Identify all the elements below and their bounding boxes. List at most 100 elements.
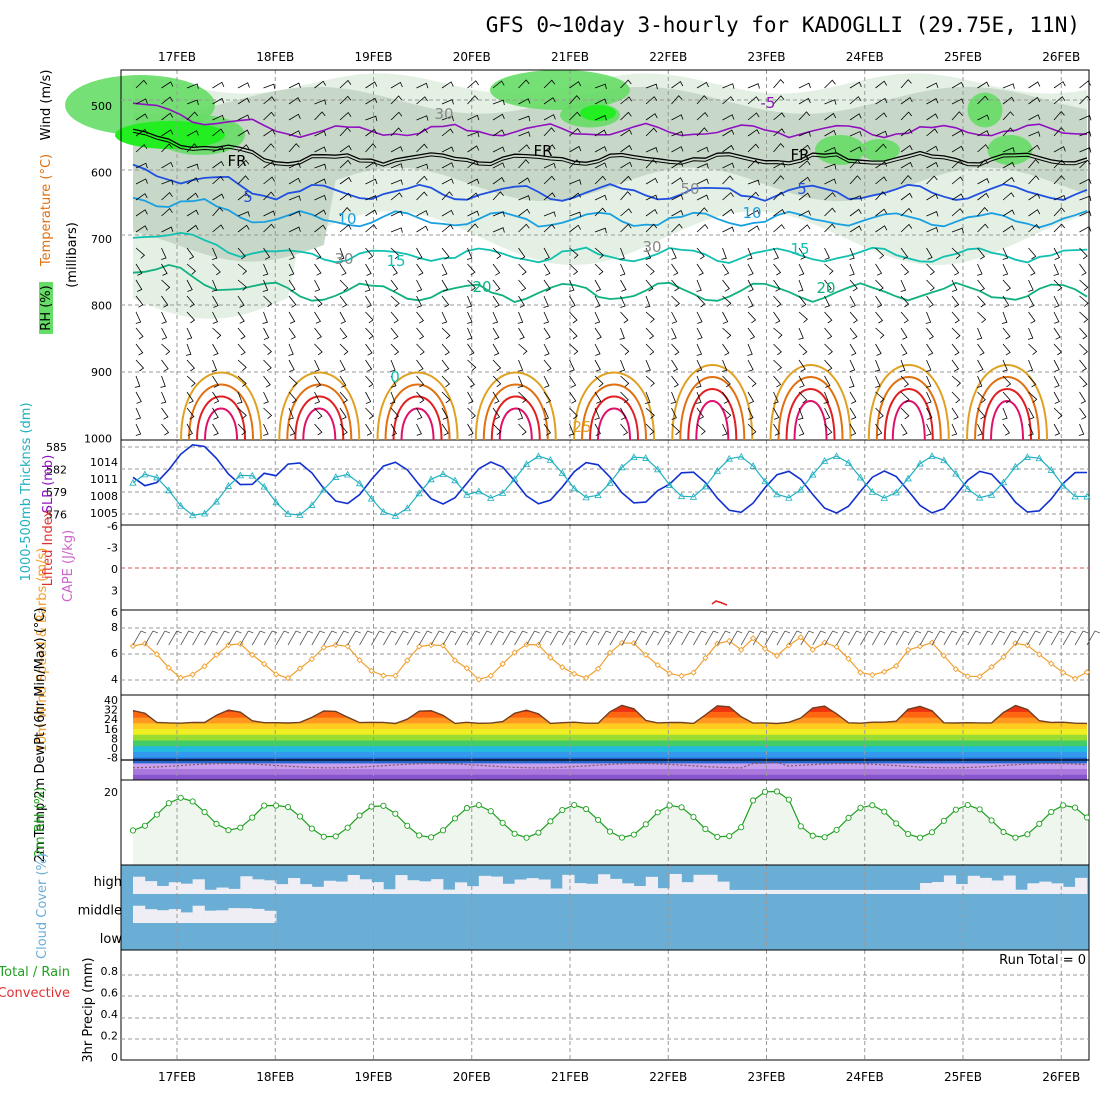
wind10-marker (1000, 653, 1007, 661)
wind10-marker (690, 669, 697, 676)
wind10-barb (1086, 630, 1100, 646)
cloud-high-bar (502, 883, 515, 894)
wind10-marker (344, 643, 351, 650)
wind-barb-ua (1027, 359, 1034, 372)
wind-barb-ua (186, 83, 199, 89)
thickness-marker (475, 487, 483, 495)
wind-barb-ua (569, 179, 582, 185)
wind-barb-ua (645, 159, 657, 169)
rh2m-marker (535, 829, 542, 836)
temp-contour-1 (132, 128, 1088, 164)
thickness-marker (165, 486, 173, 494)
wind10-marker (606, 649, 614, 656)
wind-barb-ua (416, 263, 424, 276)
wind-barb-ua (773, 391, 779, 404)
thickness-marker (1047, 466, 1055, 473)
pressure-tick: 500 (91, 100, 112, 113)
cloud-high-bar (335, 881, 348, 894)
cloud-high-bar (311, 886, 325, 894)
thickness-marker (618, 463, 626, 471)
contour-label: 30 (434, 105, 453, 123)
wind-barb-ua (925, 359, 932, 372)
temp2m-tick: 40 (104, 694, 118, 707)
cloud-high-bar (323, 880, 337, 894)
pbl-arch-0-1 (188, 383, 255, 441)
li-tick: -6 (107, 520, 118, 533)
cloud-mid-bar (252, 908, 265, 923)
wind-barb-ua (671, 177, 684, 185)
wind-barb-ua (416, 210, 429, 217)
wind10-marker (869, 671, 876, 679)
wind10-marker (738, 646, 745, 653)
wind-barb-ua (696, 247, 705, 260)
wind-barb-ua (1028, 175, 1040, 185)
rh2m-marker (583, 805, 590, 813)
pbl-arch-5-3 (695, 400, 730, 441)
thickness-marker (594, 491, 602, 499)
wind-barb-ua (926, 263, 935, 276)
cloud-high-bar (884, 889, 897, 894)
wind-barb-ua (798, 176, 811, 185)
x-tick-top: 21FEB (551, 50, 589, 64)
wind-barb-ua (263, 423, 269, 436)
wind-barb-ua (824, 99, 837, 105)
wind10-barb (788, 630, 803, 646)
wind-barb-ua (696, 194, 709, 201)
wind-barb-ua (747, 295, 754, 308)
wind-barb-ua (645, 423, 655, 436)
rh2m-marker (869, 802, 876, 809)
wind-barb-ua (824, 207, 836, 217)
wind-barb-ua (237, 423, 247, 436)
wind-barb-ua (1079, 359, 1087, 372)
slp-right-tick: 1014 (90, 456, 118, 469)
wind-barb-ua (977, 359, 984, 372)
wind-barb-ua (135, 279, 143, 292)
wind10-barb (550, 630, 564, 646)
wind-barb-ua (900, 391, 910, 404)
wind10-marker (308, 655, 316, 663)
wind10-marker (511, 649, 518, 656)
wind-barb-ua (441, 359, 450, 372)
wind-barb-ua (926, 82, 939, 89)
rh2m-marker (141, 822, 148, 829)
contour-label: 5 (243, 188, 253, 206)
contour-label: 0 (390, 368, 400, 386)
wind-barb-ua (849, 175, 862, 185)
wind-barb-ua (1079, 95, 1091, 105)
wind-barb-ua (390, 279, 399, 292)
wind-barb-ua (237, 129, 250, 137)
wind-barb-ua (1053, 295, 1060, 308)
thickness-marker (880, 494, 888, 501)
rh2m-marker (952, 806, 959, 813)
panel-frame-w10 (120, 609, 1090, 696)
wind-barb-ua (900, 128, 913, 137)
wind-barb-ua (849, 247, 855, 260)
wind-barb-ua (824, 279, 832, 292)
wind-barb-ua (263, 327, 270, 340)
wind-barb-ua (288, 311, 296, 324)
rh2m-marker (284, 803, 292, 811)
cloud-high-bar (1003, 875, 1016, 894)
wind-barb-ua (237, 279, 248, 291)
wind-barb-ua (390, 423, 397, 436)
wind-barb-ua (543, 263, 551, 276)
thickness-marker (248, 471, 256, 479)
wind-barb-ua (900, 161, 913, 169)
wind-barb-ua (696, 146, 709, 153)
wind10-barb (681, 630, 695, 646)
wind-barb-ua (977, 130, 990, 137)
x-tick-top: 19FEB (355, 50, 393, 64)
wind-barb-ua (1002, 423, 1010, 436)
wind-barb-ua (518, 263, 527, 276)
wind-barb-ua (798, 407, 804, 420)
wind10-tick: 6 (111, 647, 118, 660)
wind10-barb (812, 630, 826, 646)
wind-barb-ua (441, 295, 450, 308)
wind10-barb (955, 630, 969, 646)
wind-barb-ua (161, 327, 168, 340)
wind-barb-ua (288, 195, 301, 201)
contour-label: 20 (816, 279, 835, 297)
wind10-barb (228, 630, 242, 646)
wind-barb-ua (569, 391, 577, 404)
wind-barb-ua (543, 192, 556, 201)
